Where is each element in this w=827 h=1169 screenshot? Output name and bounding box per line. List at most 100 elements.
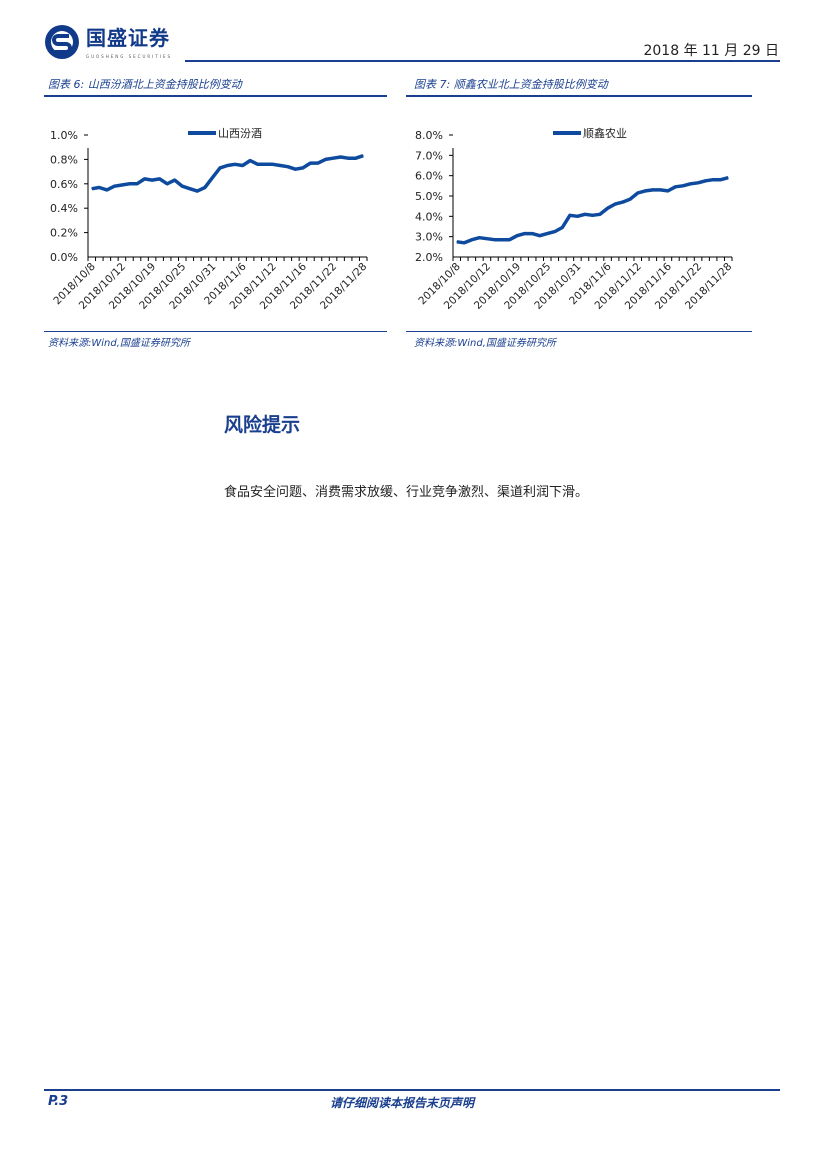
y-tick-label: 7.0% — [415, 149, 443, 162]
y-tick-label: 0.2% — [50, 227, 78, 240]
data-point — [355, 157, 357, 159]
data-point — [257, 163, 259, 165]
data-point — [667, 190, 669, 192]
figure-7-rule — [406, 95, 752, 97]
figure-7-source-rule — [406, 331, 752, 332]
y-tick-label: 3.0% — [415, 231, 443, 244]
data-point — [516, 235, 518, 237]
data-point — [712, 179, 714, 181]
data-point — [287, 166, 289, 168]
data-point — [637, 192, 639, 194]
risk-section-body: 食品安全问题、消费需求放缓、行业竞争激烈、渠道利润下滑。 — [224, 485, 589, 500]
data-point — [294, 168, 296, 170]
company-name: 国盛证券 — [86, 26, 170, 50]
data-point — [539, 235, 541, 237]
y-tick-label: 0.4% — [50, 202, 78, 215]
data-point — [524, 233, 526, 235]
data-point — [720, 179, 722, 181]
company-logo: 国盛证券 GUOSHENG SECURITIES — [44, 24, 184, 68]
data-point — [91, 188, 93, 190]
data-point — [629, 198, 631, 200]
header-rule — [185, 60, 780, 62]
data-point — [622, 201, 624, 203]
data-point — [674, 186, 676, 188]
data-point — [234, 163, 236, 165]
data-point — [576, 215, 578, 217]
data-point — [144, 178, 146, 180]
data-point — [242, 165, 244, 166]
data-point — [531, 233, 533, 235]
data-point — [463, 242, 465, 244]
data-point — [227, 165, 228, 166]
data-point — [302, 167, 304, 169]
data-point — [592, 214, 593, 216]
data-point — [584, 213, 586, 215]
data-point — [136, 183, 138, 185]
data-point — [272, 163, 274, 165]
data-point — [309, 162, 311, 164]
data-point — [189, 188, 191, 190]
figure-7-title: 图表 7: 顺鑫农业北上资金持股比例变动 — [414, 78, 608, 91]
data-point — [264, 163, 266, 165]
y-tick-label: 1.0% — [50, 129, 78, 142]
data-point — [181, 185, 183, 187]
data-point — [128, 183, 130, 185]
y-tick-label: 4.0% — [415, 210, 443, 223]
data-point — [98, 186, 100, 188]
data-point — [279, 165, 281, 166]
data-point — [151, 179, 153, 181]
chart-shunxin-agriculture: 2.0%3.0%4.0%5.0%6.0%7.0%8.0%2018/10/8201… — [415, 126, 734, 312]
data-point — [682, 185, 684, 187]
risk-section-title: 风险提示 — [224, 414, 301, 436]
series-line — [456, 176, 729, 245]
data-point — [456, 241, 458, 243]
data-point — [159, 178, 161, 180]
figure-6-source-rule — [44, 331, 387, 332]
data-point — [697, 182, 699, 184]
data-point — [325, 158, 327, 160]
data-point — [106, 189, 108, 191]
y-tick-label: 0.0% — [50, 251, 78, 264]
data-point — [219, 167, 221, 169]
data-point — [249, 160, 251, 162]
y-tick-label: 0.6% — [50, 178, 78, 191]
logo-mark-icon — [45, 25, 79, 59]
data-point — [546, 233, 548, 235]
data-point — [113, 185, 115, 187]
data-point — [501, 239, 503, 241]
data-point — [509, 239, 511, 241]
figure-6-rule — [44, 95, 387, 97]
data-point — [561, 227, 563, 229]
legend-label: 顺鑫农业 — [583, 126, 627, 140]
data-point — [204, 186, 206, 188]
data-point — [705, 180, 707, 182]
y-tick-label: 2.0% — [415, 251, 443, 264]
figure-6-source: 资料来源:Wind,国盛证券研究所 — [48, 338, 190, 349]
data-point — [317, 162, 319, 164]
data-point — [362, 155, 364, 157]
data-point — [121, 184, 123, 186]
data-point — [347, 157, 349, 159]
data-point — [471, 239, 473, 241]
data-point — [166, 183, 168, 185]
data-point — [569, 214, 571, 216]
figure-6-title: 图表 6: 山西汾酒北上资金持股比例变动 — [48, 78, 242, 91]
data-point — [340, 156, 342, 158]
data-point — [652, 189, 654, 191]
data-point — [659, 189, 661, 191]
data-point — [690, 183, 692, 185]
data-point — [607, 207, 609, 209]
page-number: P.3 — [48, 1094, 69, 1109]
data-point — [211, 177, 213, 179]
y-tick-label: 6.0% — [415, 170, 443, 183]
data-point — [614, 203, 616, 205]
data-point — [599, 213, 601, 215]
footer-notice: 请仔细阅读本报告末页声明 — [330, 1096, 475, 1110]
y-tick-label: 5.0% — [415, 190, 443, 203]
data-point — [493, 239, 495, 241]
data-point — [554, 231, 556, 233]
y-tick-label: 0.8% — [50, 153, 78, 166]
legend-label: 山西汾酒 — [218, 127, 262, 140]
data-point — [727, 177, 729, 179]
